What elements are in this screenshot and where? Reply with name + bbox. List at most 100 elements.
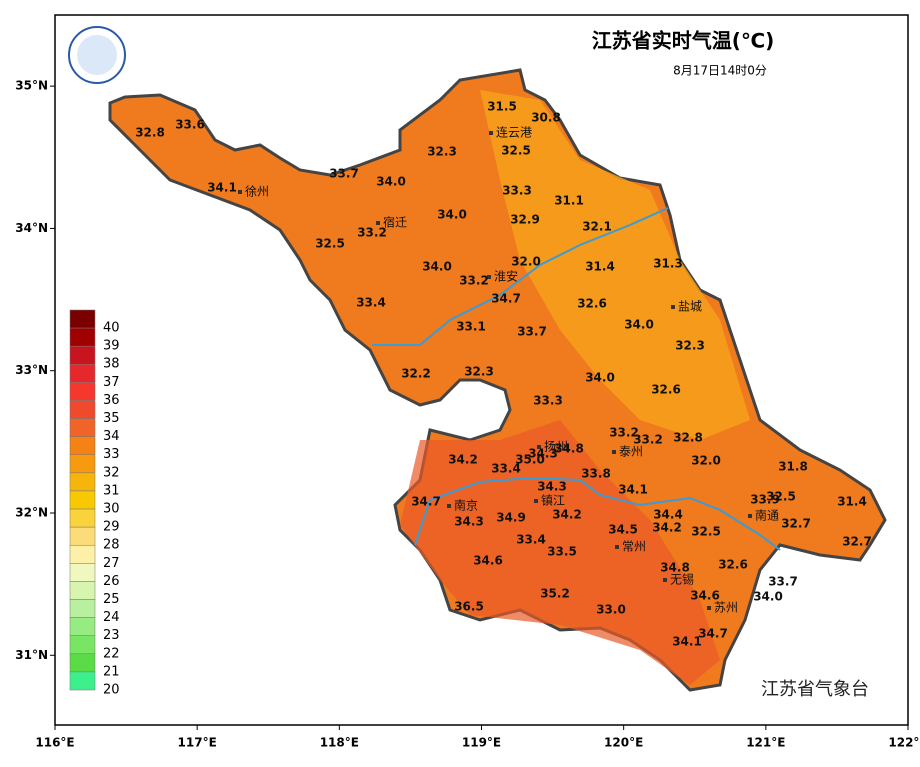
legend-label: 31 <box>103 483 120 498</box>
reading: 33.2 <box>459 274 489 288</box>
city-dot <box>612 450 616 454</box>
legend-swatch <box>69 472 96 492</box>
legend-swatch <box>69 635 96 655</box>
legend-label: 22 <box>103 646 120 661</box>
reading: 33.0 <box>596 603 626 617</box>
city-name: 苏州 <box>714 601 738 615</box>
reading: 34.9 <box>496 511 526 525</box>
reading: 33.7 <box>329 167 359 181</box>
reading: 34.0 <box>753 590 783 604</box>
city-name: 淮安 <box>494 269 518 284</box>
reading: 34.0 <box>422 260 452 274</box>
lon-tick-label: 121°E <box>746 736 785 750</box>
legend-label: 38 <box>103 357 120 372</box>
reading: 34.7 <box>411 495 441 509</box>
river <box>414 476 781 551</box>
reading: 34.7 <box>491 292 521 306</box>
reading: 32.0 <box>691 454 721 468</box>
city-dot <box>489 131 493 135</box>
reading: 34.0 <box>585 371 615 385</box>
legend-swatch <box>69 508 96 528</box>
reading: 34.2 <box>652 521 682 535</box>
lat-tick-label: 35°N <box>15 79 48 93</box>
reading: 32.0 <box>511 255 541 269</box>
legend-label: 23 <box>103 628 120 643</box>
reading: 31.1 <box>554 194 584 208</box>
reading: 32.5 <box>766 490 796 504</box>
legend-label: 28 <box>103 538 120 553</box>
reading: 31.8 <box>778 460 808 474</box>
reading: 34.3 <box>454 515 484 529</box>
reading: 34.2 <box>448 453 478 467</box>
city-name: 盐城 <box>678 300 702 314</box>
legend-label: 34 <box>103 429 120 444</box>
reading: 32.6 <box>577 297 607 311</box>
reading: 34.1 <box>207 181 237 195</box>
reading: 33.8 <box>581 467 611 481</box>
hot-zone <box>400 420 720 685</box>
reading: 36.5 <box>454 600 484 614</box>
reading: 34.1 <box>672 635 702 649</box>
city-name: 无锡 <box>670 572 694 587</box>
reading: 33.7 <box>517 325 547 339</box>
city-dot <box>615 545 619 549</box>
reading: 32.6 <box>718 558 748 572</box>
reading: 32.8 <box>135 126 165 140</box>
legend-swatch <box>69 526 96 546</box>
cool-zone <box>480 90 750 440</box>
reading: 32.1 <box>582 220 612 234</box>
legend-label: 30 <box>103 502 120 517</box>
legend-label: 35 <box>103 411 120 426</box>
city-dot <box>663 578 667 582</box>
reading: 32.7 <box>842 535 872 549</box>
city-dot <box>537 445 541 449</box>
legend-swatch <box>69 327 96 347</box>
city-name: 徐州 <box>245 184 269 199</box>
title: 江苏省实时气温(℃) <box>592 29 775 53</box>
reading: 34.5 <box>608 523 638 537</box>
subtitle: 8月17日14时0分 <box>673 64 767 78</box>
lat-tick-label: 32°N <box>15 505 48 519</box>
reading: 32.3 <box>675 339 705 353</box>
legend-label: 27 <box>103 556 120 571</box>
city-name: 宿迁 <box>383 215 407 230</box>
reading: 32.5 <box>501 144 531 158</box>
reading: 34.0 <box>624 318 654 332</box>
reading: 31.4 <box>837 495 867 509</box>
reading: 30.8 <box>531 111 561 125</box>
reading: 33.2 <box>357 226 387 240</box>
reading: 32.9 <box>510 213 540 227</box>
legend-swatch <box>69 418 96 437</box>
legend-swatch <box>69 400 96 419</box>
province <box>108 68 887 692</box>
reading: 31.4 <box>585 260 615 274</box>
legend-label: 37 <box>103 375 120 390</box>
legend-swatch <box>69 581 96 600</box>
reading: 32.2 <box>401 367 431 381</box>
lon-tick-label: 118°E <box>320 736 359 750</box>
lon-tick-label: 116°E <box>35 736 74 750</box>
reading: 33.3 <box>502 184 532 198</box>
reading: 31.5 <box>487 100 517 114</box>
legend-swatch <box>69 454 96 474</box>
logo-inner <box>77 35 117 75</box>
city-name: 南京 <box>454 498 478 513</box>
legend-label: 26 <box>103 574 120 589</box>
legend-label: 25 <box>103 592 120 607</box>
legend-label: 36 <box>103 393 120 408</box>
lat-tick-label: 31°N <box>15 648 48 662</box>
city-dot <box>447 504 451 508</box>
city-name: 常州 <box>622 540 646 554</box>
reading: 35.0 <box>515 453 545 467</box>
city-name: 扬州 <box>544 439 568 454</box>
lon-tick-label: 119°E <box>462 736 501 750</box>
reading: 33.4 <box>516 533 546 547</box>
city-dot <box>376 221 380 225</box>
lon-tick-label: 117°E <box>178 736 217 750</box>
city-dot <box>748 514 752 518</box>
reading: 34.1 <box>618 483 648 497</box>
reading: 33.7 <box>768 575 798 589</box>
legend-label: 29 <box>103 520 120 535</box>
lat-tick-label: 34°N <box>15 221 48 235</box>
